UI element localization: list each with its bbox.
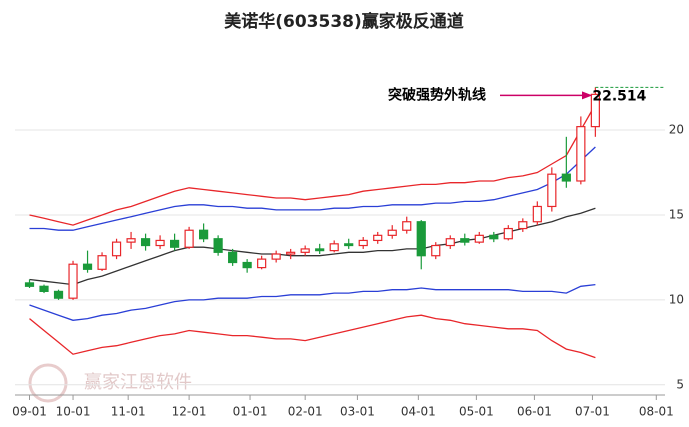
x-tick-label: 07-01 (575, 405, 610, 419)
candle-body (518, 221, 528, 230)
x-tick-label: 10-01 (56, 405, 91, 419)
candle-body (24, 282, 35, 287)
candle-body (358, 239, 368, 247)
x-tick-label: 06-01 (517, 405, 552, 419)
candle-body (590, 93, 600, 128)
channel-line (29, 104, 596, 226)
candle-body (126, 238, 136, 243)
candle-body (460, 238, 470, 243)
watermark: 赢家江恩软件 (28, 363, 192, 403)
candle-body (257, 258, 267, 269)
x-tick-label: 08-01 (639, 405, 674, 419)
candle-body (199, 229, 209, 240)
candle-body (445, 238, 455, 247)
candle-body (431, 244, 441, 257)
candle-body (532, 205, 542, 223)
candle-body (39, 285, 49, 292)
candle-body (184, 229, 194, 248)
candle-body (315, 248, 325, 252)
candle-body (111, 241, 122, 257)
y-tick-label: 15 (669, 207, 684, 221)
candle-body (474, 234, 484, 243)
candle-body (402, 221, 412, 231)
candle-body (213, 238, 223, 253)
candle-body (68, 263, 78, 299)
x-tick-label: 05-01 (459, 405, 494, 419)
x-tick-label: 03-01 (340, 405, 375, 419)
x-tick-label: 02-01 (288, 405, 323, 419)
candle-body (373, 234, 383, 242)
candle-body (416, 221, 426, 257)
x-tick-label: 09-01 (12, 405, 47, 419)
channel-line (29, 314, 596, 359)
candle-body (97, 255, 107, 270)
candle-body (169, 239, 180, 248)
candle-body (561, 173, 571, 182)
candle-body (489, 234, 499, 240)
candle-body (387, 229, 397, 236)
chart-title: 美诺华(603538)赢家极反通道 (224, 11, 464, 32)
candle-body (300, 248, 310, 253)
x-tick-label: 01-01 (233, 405, 268, 419)
y-tick-label: 10 (669, 292, 684, 306)
candle-body (286, 251, 296, 255)
candle-body (271, 253, 281, 260)
candle-body (547, 173, 557, 208)
candle-body (503, 227, 513, 240)
x-tick-label: 12-01 (172, 405, 207, 419)
channel-line (29, 207, 596, 286)
watermark-logo (28, 363, 68, 403)
y-tick-label: 20 (669, 123, 684, 137)
y-tick-label: 5 (676, 377, 684, 391)
candle-body (228, 251, 238, 264)
candle-body (140, 238, 151, 247)
annotation-text: 突破强势外轨线 (388, 86, 486, 103)
channel-line (29, 146, 596, 231)
candle-body (344, 243, 354, 247)
watermark-text: 赢家江恩软件 (84, 371, 192, 393)
arrow-head (582, 91, 593, 100)
x-tick-label: 04-01 (401, 405, 436, 419)
candle-body (82, 263, 93, 270)
annotation-value: 22.514 (592, 88, 646, 104)
candle-body (53, 290, 64, 299)
candle-body (155, 239, 165, 247)
candle-body (329, 243, 339, 252)
x-tick-label: 11-01 (111, 405, 146, 419)
channel-line (29, 283, 596, 321)
candle-body (576, 126, 586, 182)
candle-body (242, 261, 252, 269)
